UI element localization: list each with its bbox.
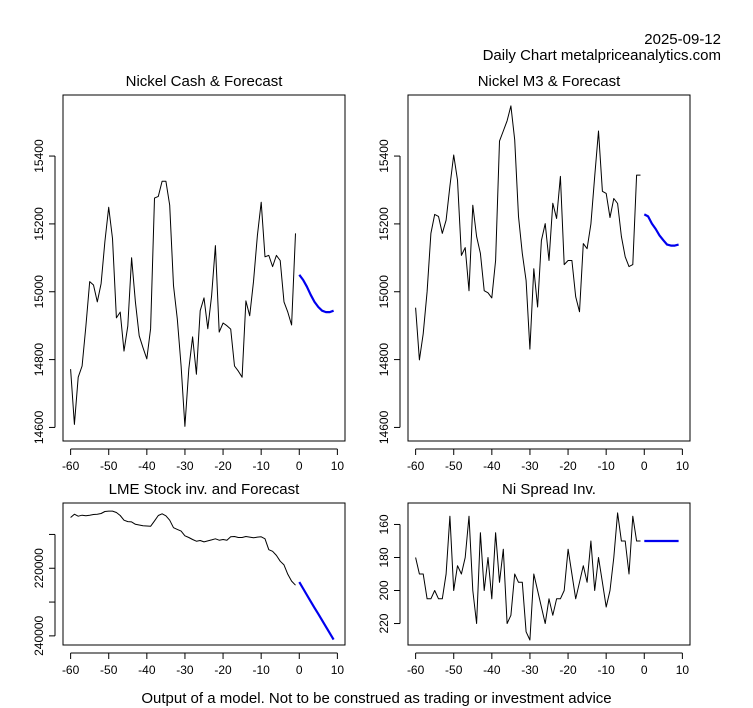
lme-x-tick-label: -30 [176, 663, 194, 677]
spread-x-tick-label: -20 [559, 663, 577, 677]
m3-plot-frame [407, 94, 691, 442]
cash-x-tick-label: -30 [176, 459, 194, 473]
m3-history-line [415, 105, 641, 361]
spread-x-tick-label: -30 [521, 663, 539, 677]
lme-x-tick-label: -10 [252, 663, 270, 677]
cash-x-tick-label: 10 [331, 459, 345, 473]
m3-x-tick-label: -40 [483, 459, 501, 473]
spread-y-tick-label: 220 [377, 613, 391, 633]
m3-y-tick-label: 15400 [377, 139, 391, 173]
m3-x-tick-label: -20 [559, 459, 577, 473]
m3-panel: Nickel M3 & Forecast -60 -50 -40 -30 -20 -10 0 1… [377, 73, 691, 473]
cash-panel: Nickel Cash & Forecast -60 -50 -40 -30 -20 -10… [32, 73, 346, 473]
spread-title: Ni Spread Inv. [502, 481, 596, 498]
chart-subtitle: Daily Chart metalpriceanalytics.com [482, 47, 721, 64]
spread-x-tick-label: -60 [407, 663, 425, 677]
m3-y-tick-label: 14800 [377, 343, 391, 377]
lme-x-tick-label: 10 [331, 663, 345, 677]
m3-x-tick-label: -50 [445, 459, 463, 473]
lme-x-tick-label: 0 [296, 663, 303, 677]
cash-x-tick-label: 0 [296, 459, 303, 473]
cash-x-tick-label: -40 [138, 459, 156, 473]
cash-y-tick-label: 14800 [32, 343, 46, 377]
cash-forecast-line [298, 274, 334, 314]
lme-y-tick-label: 240000 [32, 616, 46, 656]
cash-y-tick-label: 15400 [32, 139, 46, 173]
lme-history-line [70, 510, 296, 586]
cash-x-tick-label: -50 [100, 459, 118, 473]
disclaimer-footer: Output of a model. Not to be construed a… [141, 690, 612, 707]
cash-y-tick-label: 15200 [32, 207, 46, 241]
m3-x-tick-label: -10 [597, 459, 615, 473]
m3-y-tick-label: 15000 [377, 275, 391, 309]
cash-x-tick-label: -20 [214, 459, 232, 473]
lme-panel: LME Stock inv. and Forecast -60 -50 -40 -30 -… [32, 481, 346, 677]
m3-x-tick-label: -30 [521, 459, 539, 473]
cash-title: Nickel Cash & Forecast [126, 73, 284, 90]
lme-x-tick-label: -20 [214, 663, 232, 677]
m3-title: Nickel M3 & Forecast [478, 73, 621, 90]
cash-y-tick-label: 14600 [32, 410, 46, 444]
cash-x-tick-label: -60 [62, 459, 80, 473]
lme-forecast-line [298, 581, 335, 641]
lme-title: LME Stock inv. and Forecast [109, 481, 300, 498]
spread-panel: Ni Spread Inv. -60 -50 -40 -30 -20 -10 0 10 160 18… [377, 481, 691, 677]
cash-plot-frame [62, 94, 346, 442]
chart-date: 2025-09-12 [644, 31, 721, 48]
lme-x-tick-label: -60 [62, 663, 80, 677]
cash-history-line [70, 180, 296, 427]
lme-x-tick-label: -40 [138, 663, 156, 677]
spread-y-tick-label: 180 [377, 547, 391, 567]
m3-y-tick-label: 15200 [377, 207, 391, 241]
m3-y-tick-label: 14600 [377, 410, 391, 444]
m3-x-tick-label: -60 [407, 459, 425, 473]
spread-plot-frame [407, 502, 691, 646]
m3-forecast-line [643, 213, 679, 247]
spread-x-tick-label: 10 [676, 663, 690, 677]
cash-x-tick-label: -10 [252, 459, 270, 473]
spread-y-tick-label: 200 [377, 580, 391, 600]
spread-y-tick-label: 160 [377, 514, 391, 534]
spread-x-tick-label: -10 [597, 663, 615, 677]
spread-x-tick-label: -40 [483, 663, 501, 677]
lme-x-tick-label: -50 [100, 663, 118, 677]
lme-y-tick-label: 220000 [32, 548, 46, 588]
spread-history-line [415, 512, 641, 641]
m3-x-tick-label: 0 [641, 459, 648, 473]
cash-y-tick-label: 15000 [32, 275, 46, 309]
m3-x-tick-label: 10 [676, 459, 690, 473]
lme-plot-frame [62, 502, 346, 646]
spread-x-tick-label: 0 [641, 663, 648, 677]
spread-x-tick-label: -50 [445, 663, 463, 677]
